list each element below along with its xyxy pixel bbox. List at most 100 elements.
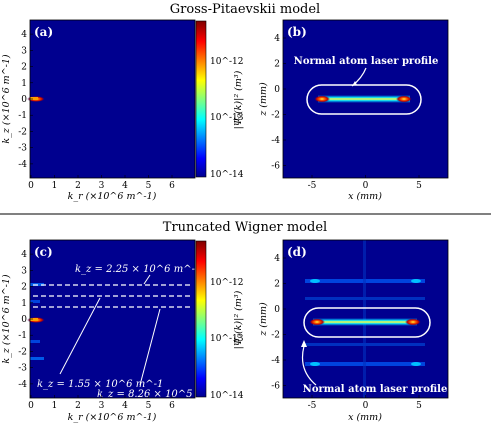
panel-c-arrow-mid <box>59 297 101 375</box>
colorbar-top-label: |Ψ₀(k)|² (m³) <box>233 70 244 129</box>
colorbar-bottom-tick-2: 10^-13 <box>210 334 244 344</box>
panel-c-kr-tick-label: 0 <box>28 401 34 411</box>
panel-b-z-tick-label: 4 <box>274 34 280 44</box>
panel-d-spot <box>310 362 320 366</box>
panel-d-outline <box>303 307 431 338</box>
panel-c-kr-tick-label: 1 <box>52 401 58 411</box>
panel-c-kz-top: k_z = 2.25 × 10^6 m^-1 <box>75 264 201 275</box>
panel-c-ylabel: k_z (×10^6 m^-1) <box>1 274 12 364</box>
colorbar-top: 10^-12 10^-13 10^-14 |Ψ₀(k)|² (m³) <box>195 20 244 180</box>
panel-a-label: (a) <box>34 25 53 39</box>
panel-a-kz-tick-label: -2 <box>18 127 27 137</box>
panel-d-label: (d) <box>287 245 307 259</box>
colorbar-bottom-bar <box>195 240 207 398</box>
panel-d-beam <box>313 318 417 326</box>
panel-b-z-tick-label: -2 <box>271 111 280 121</box>
panel-c-xlabel: k_r (×10^6 m^-1) <box>68 412 157 423</box>
panel-c-plot <box>30 240 195 398</box>
colorbar-top-tick-1: 10^-12 <box>210 57 244 67</box>
panel-b-z-tick-label: 2 <box>274 60 280 70</box>
colorbar-bottom-label: |Ψ₀(k)|² (m³) <box>233 290 244 349</box>
panel-b-x-tick-label: 5 <box>416 181 422 191</box>
panel-c-kz-tick-label: 3 <box>21 266 27 276</box>
panel-d-x-tick-label: -5 <box>308 401 317 411</box>
panel-b-label: (b) <box>287 25 307 39</box>
panel-c-kz-mid: k_z = 1.55 × 10^6 m^-1 <box>37 379 163 390</box>
panel-a-plot <box>30 20 195 178</box>
panel-c-arrow-top <box>143 274 151 285</box>
panel-c-kz-low: k_z = 8.26 × 10^5 m^-1 <box>97 389 223 400</box>
panel-d-z-tick-label: -2 <box>271 331 280 341</box>
panel-c-streak <box>30 357 44 360</box>
panel-d-arrowhead <box>301 340 307 347</box>
panel-d-z-tick-label: 2 <box>274 280 280 290</box>
panel-c-kr-tick-label: 3 <box>99 401 105 411</box>
panel-a-kz-tick-label: -4 <box>18 160 27 170</box>
panel-b-z-tick-label: -6 <box>271 162 280 172</box>
panel-c-kz-tick-label: 1 <box>21 299 27 309</box>
colorbar-top-tick-2: 10^-13 <box>210 113 244 123</box>
panel-d: Normal atom laser profile (d) 420-2-4-6 … <box>258 239 449 423</box>
panel-d-ylabel: z (mm) <box>258 302 269 337</box>
panel-c-arrow-low <box>139 308 161 386</box>
panel-b-arrowhead <box>352 81 357 86</box>
panel-a-ylabel: k_z (×10^6 m^-1) <box>1 54 12 144</box>
colorbar-bottom-tick-3: 10^-14 <box>210 391 244 401</box>
panel-d-spot <box>411 362 421 366</box>
panel-c-kz-tick-label: 0 <box>21 315 27 325</box>
panel-c-kz-tick-label: -2 <box>18 347 27 357</box>
panel-b-xlabel: x (mm) <box>348 191 382 202</box>
panel-c: k_z = 2.25 × 10^6 m^-1 k_z = 1.55 × 10^6… <box>1 239 223 423</box>
panel-a: (a) 4 3 2 1 0 -1 -2 -3 -4 0 1 2 3 4 5 6 k_z (×10^6 m^-… <box>1 19 196 202</box>
panel-d-annotation: Normal atom laser profile <box>303 384 448 395</box>
panel-a-kz-tick-label: -1 <box>18 111 27 121</box>
colorbar-top-bar <box>195 20 207 178</box>
panel-c-kr-tick-label: 2 <box>75 401 81 411</box>
panel-b-hotspot-left <box>314 95 330 103</box>
panel-d-x-tick-label: 0 <box>363 401 369 411</box>
panel-a-core <box>30 97 38 100</box>
panel-a-kz-tick-label: 4 <box>21 30 27 40</box>
top-title: Gross-Pitaevskii model <box>170 2 320 17</box>
panel-a-kr-tick-label: 3 <box>99 181 105 191</box>
panel-a-kr-tick-label: 6 <box>169 181 175 191</box>
colorbar-bottom: 10^-12 10^-13 10^-14 |Ψ₀(k)|² (m³) <box>195 240 244 401</box>
colorbar-top-tick-3: 10^-14 <box>210 170 244 180</box>
panel-a-kr-tick-label: 1 <box>52 181 58 191</box>
panel-b-x-tick-label: 0 <box>363 181 369 191</box>
panel-d-z-tick-label: 0 <box>274 305 280 315</box>
panel-a-kz-tick-label: 3 <box>21 46 27 56</box>
panel-d-z-tick-label: -4 <box>271 356 280 366</box>
panel-c-kz-tick-label: -1 <box>18 331 27 341</box>
panel-c-kz-tick-label: 2 <box>21 283 27 293</box>
panel-d-hotspot-left <box>309 318 325 326</box>
panel-c-kr-tick-label: 4 <box>122 401 128 411</box>
panel-b-ylabel: z (mm) <box>258 82 269 117</box>
panel-c-kz-tick-label: -3 <box>18 364 27 374</box>
panel-b-outline <box>306 84 422 115</box>
panel-b-beam <box>318 95 410 103</box>
panel-c-core <box>30 318 38 321</box>
panel-c-label: (c) <box>34 245 53 259</box>
panel-d-z-tick-label: 4 <box>274 254 280 264</box>
panel-a-kz-tick-label: 0 <box>21 95 27 105</box>
panel-b: Normal atom laser profile (b) 420-2-4-6 … <box>258 19 449 202</box>
panel-a-kz-tick-label: -3 <box>18 144 27 154</box>
panel-d-z-tick-label: -6 <box>271 382 280 392</box>
panel-d-xlabel: x (mm) <box>348 412 382 423</box>
panel-d-x-tick-label: 5 <box>416 401 422 411</box>
panel-b-z-tick-label: -4 <box>271 136 280 146</box>
panel-b-x-tick-label: -5 <box>308 181 317 191</box>
panel-d-hotspot-right <box>405 318 421 326</box>
panel-c-kr-tick-label: 6 <box>169 401 175 411</box>
panel-b-annotation: Normal atom laser profile <box>294 56 439 67</box>
panel-a-kr-tick-label: 4 <box>122 181 128 191</box>
panel-b-z-tick-label: 0 <box>274 85 280 95</box>
panel-c-streak <box>30 340 40 343</box>
panel-c-kr-tick-label: 5 <box>146 401 152 411</box>
panel-a-kr-tick-label: 0 <box>28 181 34 191</box>
bottom-title: Truncated Wigner model <box>163 220 327 235</box>
panel-c-streak <box>30 300 40 303</box>
panel-b-hotspot-right <box>396 95 412 103</box>
